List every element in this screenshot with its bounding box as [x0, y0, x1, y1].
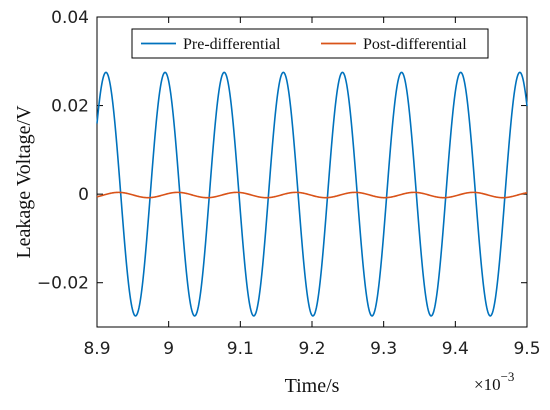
legend-label-post-differential: Post-differential	[363, 36, 467, 53]
x-tick-label: 9.3	[370, 339, 397, 359]
y-tick-label: 0.02	[51, 97, 89, 117]
y-axis-title: Leakage Voltage/V	[13, 105, 35, 259]
x-axis-multiplier-exponent: −3	[501, 369, 515, 384]
series-line-pre-differential	[96, 71, 528, 317]
legend: Pre-differential Post-differential	[131, 28, 489, 59]
x-axis-title: Time/s	[285, 375, 340, 397]
y-tick-label: −0.02	[37, 274, 89, 294]
y-tick-label: 0.04	[51, 8, 89, 28]
legend-box	[131, 28, 489, 59]
x-tick-label: 8.9	[83, 339, 110, 359]
x-tick-label: 9.2	[298, 339, 325, 359]
plot-frame	[96, 16, 528, 328]
x-tick-label: 9.1	[227, 339, 254, 359]
x-tick-label: 9	[163, 339, 174, 359]
x-tick-label: 9.4	[442, 339, 469, 359]
y-axis-ticks: −0.02 0 0.02 0.04	[37, 8, 527, 294]
x-axis-ticks: 8.9 9 9.1 9.2 9.3 9.4 9.5	[83, 17, 541, 359]
y-tick-label: 0	[78, 185, 89, 205]
legend-label-pre-differential: Pre-differential	[183, 36, 281, 53]
x-tick-label: 9.5	[513, 339, 540, 359]
plot-area: 8.9 9 9.1 9.2 9.3 9.4 9.5 −0.02 0 0.02 0.04	[37, 8, 541, 359]
series-layer	[96, 71, 528, 317]
x-axis-multiplier: ×10−3	[474, 369, 514, 394]
series-line-post-differential	[96, 191, 528, 199]
x-axis-multiplier-base: ×10	[474, 375, 501, 394]
